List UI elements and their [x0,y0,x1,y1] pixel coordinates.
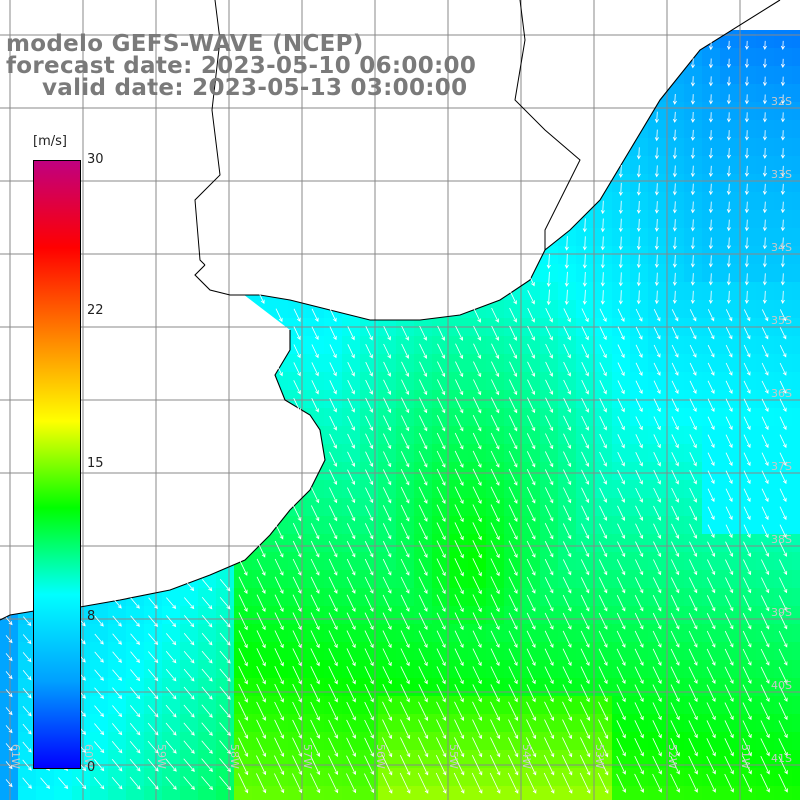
lon-label: 61W [9,744,22,769]
colorbar-tick-22: 22 [87,303,104,318]
colorbar-tick-8: 8 [87,609,96,624]
lat-label: 41S [771,752,792,765]
lat-label: 33S [771,168,792,181]
lon-label: 54W [520,744,533,769]
lat-label: 38S [771,533,792,546]
lon-label: 57W [301,744,314,769]
lat-label: 35S [771,314,792,327]
lat-label: 40S [771,679,792,692]
colorbar-tick-15: 15 [87,456,104,471]
lon-label: 58W [228,744,241,769]
colorbar-tick-30: 30 [87,152,104,167]
lat-label: 37S [771,460,792,473]
lon-label: 55W [447,744,460,769]
lon-label: 53W [593,744,606,769]
forecast-date: forecast date: 2023-05-10 06:00:00 [6,53,477,79]
lon-label: 52W [666,744,679,769]
colorbar-gradient [33,160,81,769]
valid-date: valid date: 2023-05-13 03:00:00 [42,75,468,101]
lat-label: 39S [771,606,792,619]
lon-label: 60W [82,744,95,769]
wind-direction-arrows [5,40,788,794]
latitude-labels: 32S 33S 34S 35S 36S 37S 38S 39S 40S 41S [771,95,792,765]
model-title: modelo GEFS-WAVE (NCEP) [6,31,364,57]
lat-label: 36S [771,387,792,400]
colorbar-unit: [m/s] [33,134,67,149]
longitude-labels: 61W 60W 59W 58W 57W 56W 55W 54W 53W 52W 51W [9,744,752,769]
lat-label: 34S [771,241,792,254]
lon-label: 56W [374,744,387,769]
colorbar-tick-0: 0 [87,760,96,775]
lon-label: 51W [739,744,752,769]
lat-label: 32S [771,95,792,108]
lon-label: 59W [155,744,168,769]
land-mask [0,0,780,620]
